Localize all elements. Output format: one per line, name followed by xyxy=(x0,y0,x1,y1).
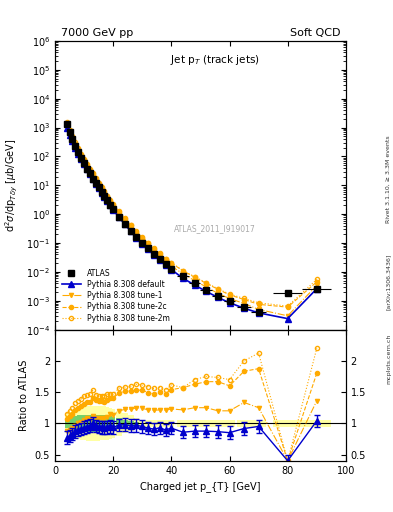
Legend: ATLAS, Pythia 8.308 default, Pythia 8.308 tune-1, Pythia 8.308 tune-2c, Pythia 8: ATLAS, Pythia 8.308 default, Pythia 8.30… xyxy=(59,266,173,326)
Text: ATLAS_2011_I919017: ATLAS_2011_I919017 xyxy=(174,224,256,233)
Y-axis label: d$^2\sigma$/dp$_{T\delta y}$ [$\mu$b/GeV]: d$^2\sigma$/dp$_{T\delta y}$ [$\mu$b/GeV… xyxy=(4,139,20,232)
Text: Rivet 3.1.10, ≥ 3.3M events: Rivet 3.1.10, ≥ 3.3M events xyxy=(386,135,391,223)
Text: Soft QCD: Soft QCD xyxy=(290,28,340,38)
Text: [arXiv:1306.3436]: [arXiv:1306.3436] xyxy=(386,253,391,310)
X-axis label: Charged jet p_{T} [GeV]: Charged jet p_{T} [GeV] xyxy=(140,481,261,492)
Y-axis label: Ratio to ATLAS: Ratio to ATLAS xyxy=(19,359,29,431)
Text: Jet p$_T$ (track jets): Jet p$_T$ (track jets) xyxy=(170,53,260,67)
Text: 7000 GeV pp: 7000 GeV pp xyxy=(61,28,133,38)
Text: mcplots.cern.ch: mcplots.cern.ch xyxy=(386,333,391,383)
